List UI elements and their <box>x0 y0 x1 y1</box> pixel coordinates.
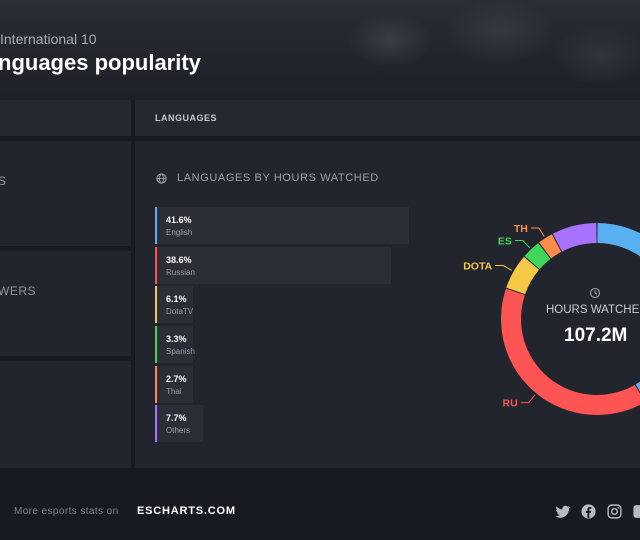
stat-card-2: WERS <box>0 251 131 356</box>
instagram-icon[interactable] <box>606 503 623 520</box>
donut-leader-line <box>495 264 513 271</box>
tab-languages[interactable]: LANGUAGES <box>135 100 640 136</box>
language-row-russian: 38.6% Russian <box>155 247 391 284</box>
donut-label-dota: DOTA <box>463 260 492 272</box>
footer: More esports stats on ESCHARTS.COM <box>0 468 640 540</box>
language-name: English <box>166 228 193 237</box>
event-subtitle: International 10 <box>0 31 97 47</box>
donut-segment-english[interactable] <box>597 223 640 402</box>
language-name: DotaTV <box>166 307 194 316</box>
language-name: Others <box>166 426 191 435</box>
language-name: Spanish <box>166 347 195 356</box>
footer-text: More esports stats on <box>14 506 119 517</box>
language-row-thai: 2.7% Thai <box>155 366 193 403</box>
language-pct: 38.6% <box>166 255 192 265</box>
globe-icon <box>156 172 167 184</box>
language-row-others: 7.7% Others <box>155 405 203 442</box>
donut-leader-line <box>530 227 545 237</box>
donut-segment-thai[interactable] <box>539 234 562 259</box>
language-row-dotatv: 6.1% DotaTV <box>155 286 193 323</box>
clock-icon <box>589 287 601 299</box>
language-pct: 2.7% <box>166 374 187 384</box>
twitter-icon[interactable] <box>554 503 571 520</box>
panel-heading-text: LANGUAGES BY HOURS WATCHED <box>177 172 379 184</box>
tab-left[interactable] <box>0 100 131 136</box>
language-name: Thai <box>166 387 182 396</box>
vk-icon[interactable] <box>632 503 640 520</box>
language-pct: 3.3% <box>166 334 187 344</box>
language-row-english: 41.6% English <box>155 207 409 244</box>
stat-card-1-label: S <box>0 174 7 188</box>
stat-card-1: S <box>0 141 131 246</box>
language-row-spanish: 3.3% Spanish <box>155 326 195 363</box>
hero-artwork <box>300 0 640 100</box>
donut-segment-dotatv[interactable] <box>506 256 540 295</box>
donut-center-value: 107.2M <box>564 325 627 346</box>
donut-leader-line <box>514 240 531 249</box>
stat-card-2-label: WERS <box>0 284 36 298</box>
donut-label-th: TH <box>514 223 528 235</box>
donut-center-title: HOURS WATCHED <box>546 304 640 316</box>
donut-label-es: ES <box>498 236 512 248</box>
language-name: Russian <box>166 268 195 277</box>
tab-languages-label: LANGUAGES <box>155 113 218 123</box>
language-pct: 41.6% <box>166 215 192 225</box>
stat-card-3 <box>0 361 131 468</box>
panel-heading: LANGUAGES BY HOURS WATCHED <box>156 172 379 184</box>
donut-leader-line <box>520 394 536 404</box>
escharts-link[interactable]: ESCHARTS.COM <box>137 505 236 517</box>
donut-segment-russian[interactable] <box>501 288 640 415</box>
donut-segment-spanish[interactable] <box>524 243 551 270</box>
languages-panel: LANGUAGES BY HOURS WATCHED 41.6% English… <box>135 141 640 468</box>
donut-segment-others[interactable] <box>552 223 597 252</box>
donut-label-ru: RU <box>503 398 518 410</box>
hero-banner: International 10 nguages popularity <box>0 0 640 100</box>
page-title: nguages popularity <box>0 50 201 75</box>
language-pct: 6.1% <box>166 294 187 304</box>
language-pct: 7.7% <box>166 413 187 423</box>
facebook-icon[interactable] <box>580 503 597 520</box>
